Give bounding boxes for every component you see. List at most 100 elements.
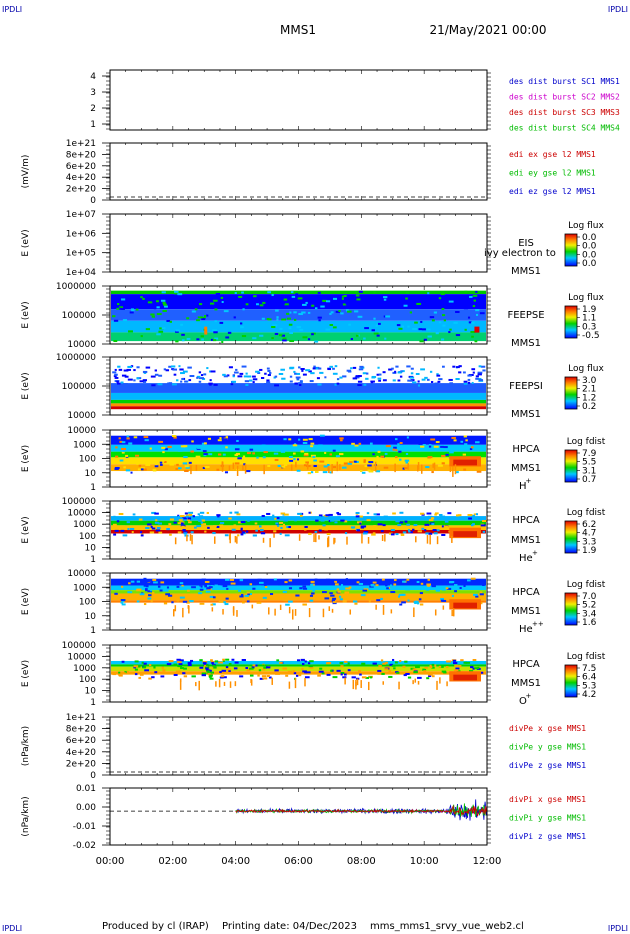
spectrogram-speckle xyxy=(116,380,119,383)
spectrogram-speckle xyxy=(314,578,318,581)
spectrogram-speckle xyxy=(178,467,182,470)
spectrogram-speckle xyxy=(124,581,128,584)
spectrogram-speckle xyxy=(365,676,370,679)
spectrogram-speckle xyxy=(325,300,331,303)
spectrogram-speckle xyxy=(157,585,161,588)
spectrogram-speckle xyxy=(209,370,212,373)
spectrogram-speckle xyxy=(385,445,391,448)
spectrogram-speckle xyxy=(122,461,126,464)
spectrogram-speckle xyxy=(391,367,394,370)
spectrogram-speckle xyxy=(307,311,311,314)
spectrogram-speckle xyxy=(118,512,124,515)
spectrogram-speckle xyxy=(289,332,294,335)
spectrogram-speckle xyxy=(249,583,253,586)
spectrogram-speckle xyxy=(173,373,177,376)
spectrogram-speckle xyxy=(396,324,401,327)
spectrogram-speckle xyxy=(467,316,471,319)
spectrogram-speckle xyxy=(332,367,335,370)
spectrogram-speckle xyxy=(289,459,294,462)
spectrogram-speckle xyxy=(142,468,147,471)
spectrogram-speckle xyxy=(377,450,381,453)
spectrogram-speckle xyxy=(182,600,188,603)
spectrogram-speckle xyxy=(318,444,323,447)
spectrogram-speckle xyxy=(296,469,301,472)
spectrogram-speckle xyxy=(117,673,121,676)
spectrogram-speckle xyxy=(310,471,314,474)
spectrogram-speckle xyxy=(196,319,200,322)
spectrogram-speckle xyxy=(336,669,341,672)
spectrogram-speckle xyxy=(339,437,344,440)
spectrogram-speckle xyxy=(207,673,211,676)
spectrogram-speckle xyxy=(262,668,266,671)
spectrogram-speckle xyxy=(389,663,394,666)
spectrogram-speckle xyxy=(376,599,381,602)
spectrogram-speckle xyxy=(143,662,147,665)
spectrogram-speckle xyxy=(209,302,215,305)
spectrogram-speckle xyxy=(339,376,343,379)
spectrogram-speckle xyxy=(138,518,143,521)
colorbar-tick-label: 0.7 xyxy=(582,475,596,485)
colorbar-tick-label: 0.0 xyxy=(582,242,597,252)
spectrogram-speckle xyxy=(233,667,238,670)
spectrogram-speckle xyxy=(129,446,134,449)
spectrogram-speckle xyxy=(154,369,157,372)
spectrogram-speckle xyxy=(118,671,121,674)
spectrogram-speckle xyxy=(433,664,437,667)
spectrogram-speckle xyxy=(140,467,145,470)
spectrogram-speckle xyxy=(182,527,187,530)
spectrogram-speckle xyxy=(379,436,385,439)
spectrogram-speckle xyxy=(175,467,178,470)
spectrogram-spike xyxy=(191,534,193,545)
spectrogram-speckle xyxy=(259,677,264,680)
spectrogram-speckle xyxy=(121,374,127,377)
spectrogram-speckle xyxy=(224,471,229,474)
spectrogram-speckle xyxy=(275,294,281,297)
spectrogram-band xyxy=(111,660,486,665)
spectrogram-speckle xyxy=(241,593,244,596)
spectrogram-speckle xyxy=(303,464,307,467)
spectrogram-speckle xyxy=(267,464,271,467)
spectrogram-speckle xyxy=(412,528,415,531)
spectrogram-speckle xyxy=(142,370,148,373)
spectrogram-speckle xyxy=(282,513,286,516)
spectrogram-speckle xyxy=(201,674,207,677)
spectrogram-speckle xyxy=(126,521,130,524)
spectrogram-speckle xyxy=(292,452,296,455)
spectrogram-speckle xyxy=(419,592,423,595)
spectrogram-speckle xyxy=(159,461,163,464)
spectrogram-speckle xyxy=(399,521,404,524)
spectrogram-speckle xyxy=(475,441,480,444)
spectrogram-speckle xyxy=(213,299,218,302)
spectrogram-speckle xyxy=(310,445,314,448)
spectrogram-speckle xyxy=(210,659,213,662)
spectrogram-speckle xyxy=(295,674,299,677)
spectrogram-speckle xyxy=(312,455,316,458)
y-tick-label: 1 xyxy=(90,555,96,565)
spectrogram-speckle xyxy=(244,594,249,597)
spectrogram-speckle xyxy=(466,307,470,310)
spectrogram-speckle xyxy=(221,341,224,344)
spectrogram-speckle xyxy=(301,311,306,314)
spectrogram-speckle xyxy=(356,581,360,584)
spectrogram-speckle xyxy=(294,372,298,375)
spectrogram-spike xyxy=(381,535,384,541)
spectrogram-speckle xyxy=(144,439,149,442)
spectrogram-speckle xyxy=(469,295,473,298)
spectrogram-speckle xyxy=(283,513,289,516)
spectrogram-speckle xyxy=(453,662,458,665)
spectrogram-speckle xyxy=(371,533,376,536)
spectrogram-speckle xyxy=(216,514,221,517)
spectrogram-speckle xyxy=(256,579,260,582)
spectrogram-speckle xyxy=(177,665,183,668)
spectrogram-speckle xyxy=(357,380,363,383)
spectrogram-speckle xyxy=(423,338,427,341)
spectrogram-speckle xyxy=(459,587,462,590)
spectrogram-speckle xyxy=(256,601,262,604)
spectrogram-speckle xyxy=(176,658,181,661)
spectrogram-speckle xyxy=(142,379,147,382)
y-tick-label: -0.02 xyxy=(73,841,96,851)
spectrogram-speckle xyxy=(252,587,256,590)
spectrogram-speckle xyxy=(439,513,443,516)
spectrogram-spike xyxy=(279,604,282,611)
